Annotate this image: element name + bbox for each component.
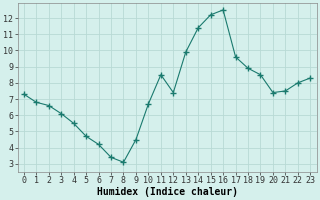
X-axis label: Humidex (Indice chaleur): Humidex (Indice chaleur) [97,186,237,197]
